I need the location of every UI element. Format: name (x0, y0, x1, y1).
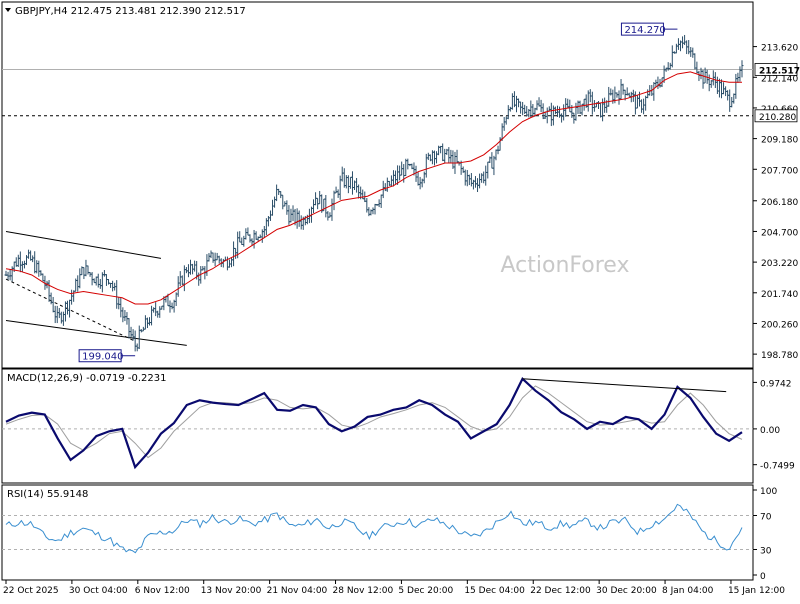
macd-lines (5, 376, 743, 470)
time-axis: 22 Oct 2025 30 Oct 04:00 6 Nov 12:00 13 Nov… (3, 580, 785, 596)
time-tick-label: 15 Dec 04:00 (464, 586, 525, 596)
current-price-box (754, 63, 798, 76)
low-annotation-label: 199.040 (82, 352, 123, 363)
price-tick-label: 206.180 (761, 198, 798, 208)
price-tick-label: 198.780 (761, 351, 798, 361)
price-reference-lines (2, 68, 753, 117)
level-price-label: 210.280 (759, 113, 796, 123)
macd-tick-label: 0.00 (760, 426, 780, 436)
trendline-1 (5, 320, 187, 346)
moving-average-line (5, 71, 742, 305)
macd-tick-label: -0.7499 (760, 462, 795, 472)
level-price-box (754, 109, 798, 123)
price-tick-label: 201.740 (761, 290, 798, 300)
rsi-axis: 100 70 30 0 (753, 487, 777, 582)
rsi-tick-label: 70 (760, 513, 772, 523)
price-tick-label: 209.180 (761, 136, 798, 146)
rsi-header: RSI(14) 55.9148 (7, 489, 88, 500)
price-axis: 213.620212.140210.660209.180207.700206.1… (753, 44, 800, 361)
price-tick-label: 212.140 (761, 74, 798, 84)
time-tick-label: 22 Oct 2025 (3, 586, 59, 596)
moving-average (5, 71, 742, 305)
rsi-tick-label: 0 (760, 572, 766, 582)
trendline-0 (5, 230, 162, 259)
time-tick-label: 28 Nov 12:00 (333, 586, 394, 596)
symbol-header: GBPJPY,H4 212.475 213.481 212.390 212.51… (15, 6, 246, 17)
watermark: ActionForex (501, 253, 630, 278)
rsi-reference-lines (2, 515, 753, 550)
rsi-lines (5, 503, 743, 554)
macd-main-line (5, 376, 743, 470)
price-trendlines (5, 230, 187, 346)
dropdown-arrow-icon[interactable] (5, 8, 11, 12)
price-tick-label: 200.260 (761, 320, 798, 330)
price-annotations: 214.270 199.040 (78, 22, 678, 363)
macd-signal-line (5, 385, 743, 459)
rsi-tick-label: 30 (760, 547, 772, 557)
time-tick-label: 13 Nov 20:00 (201, 586, 262, 596)
rsi-line (5, 503, 743, 554)
macd-axis: 0.9742 0.00 -0.7499 (753, 379, 795, 472)
time-tick-label: 30 Dec 20:00 (596, 586, 657, 596)
price-panel (1, 1, 754, 369)
macd-panel (1, 368, 754, 484)
macd-trendline-0 (522, 378, 727, 393)
time-tick-label: 22 Dec 12:00 (530, 586, 591, 596)
current-price-label: 212.517 (759, 66, 800, 76)
price-tick-label: 207.700 (761, 166, 798, 176)
time-tick-label: 6 Nov 12:00 (135, 586, 190, 596)
time-tick-label: 5 Dec 20:00 (398, 586, 453, 596)
price-tick-label: 213.620 (761, 44, 798, 54)
macd-header: MACD(12,26,9) -0.0719 -0.2231 (7, 373, 167, 384)
time-tick-label: 30 Oct 04:00 (69, 586, 128, 596)
macd-tick-label: 0.9742 (760, 379, 792, 389)
price-tick-label: 203.220 (761, 259, 798, 269)
time-tick-label: 21 Nov 04:00 (267, 586, 328, 596)
rsi-tick-label: 100 (760, 487, 777, 497)
high-annotation-label: 214.270 (624, 25, 665, 36)
price-tick-label: 204.700 (761, 228, 798, 238)
price-bars (4, 34, 744, 352)
time-tick-label: 8 Jan 04:00 (662, 586, 714, 596)
time-tick-label: 15 Jan 12:00 (728, 586, 785, 596)
